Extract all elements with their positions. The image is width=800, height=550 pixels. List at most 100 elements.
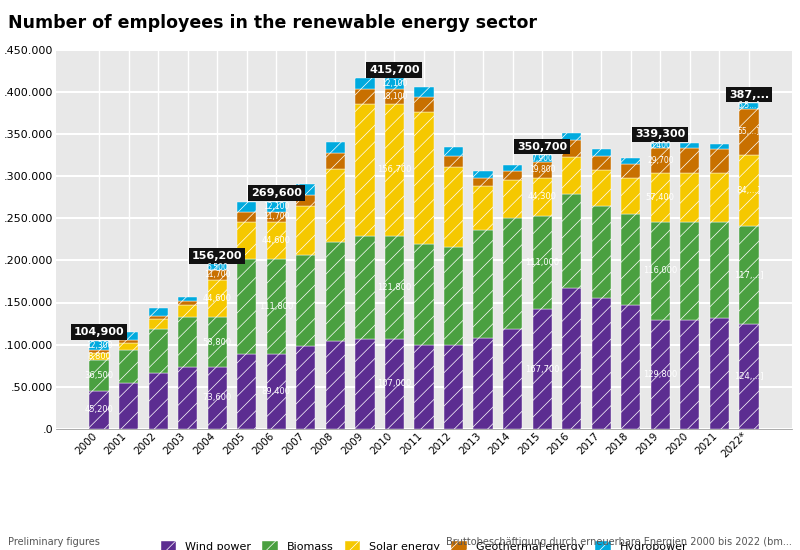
Bar — [266, 354, 286, 429]
Bar — [621, 158, 640, 164]
Bar — [178, 301, 198, 305]
Bar — [414, 97, 434, 112]
Bar — [710, 149, 729, 173]
Text: 387,...: 387,... — [729, 90, 769, 100]
Bar — [680, 320, 699, 429]
Bar — [621, 214, 640, 305]
Bar — [562, 133, 582, 140]
Bar — [178, 367, 198, 429]
Text: Number of employees in the renewable energy sector: Number of employees in the renewable ene… — [8, 14, 537, 32]
Bar — [474, 230, 493, 338]
Bar — [533, 155, 552, 162]
Text: 104,900: 104,900 — [74, 327, 124, 337]
Bar — [208, 367, 227, 429]
Text: 339,300: 339,300 — [635, 129, 686, 140]
Bar — [533, 178, 552, 216]
Bar — [680, 222, 699, 320]
Bar — [592, 298, 611, 429]
Bar — [680, 148, 699, 173]
Text: 55,...]: 55,...] — [738, 127, 760, 136]
Bar — [562, 140, 582, 157]
Bar — [355, 89, 374, 104]
Bar — [710, 318, 729, 429]
Bar — [355, 104, 374, 236]
Bar — [650, 222, 670, 320]
Bar — [385, 339, 404, 429]
Bar — [208, 317, 227, 367]
Bar — [739, 103, 758, 108]
Bar — [710, 222, 729, 318]
Text: 8,800: 8,800 — [87, 352, 111, 361]
Bar — [296, 255, 315, 346]
Bar — [296, 346, 315, 429]
Bar — [562, 157, 582, 194]
Bar — [90, 391, 109, 429]
Text: 107,000: 107,000 — [378, 379, 411, 388]
Bar — [503, 180, 522, 218]
Text: 12,100: 12,100 — [382, 79, 408, 88]
Bar — [503, 164, 522, 171]
Text: 44,300: 44,300 — [528, 192, 557, 201]
Bar — [444, 147, 463, 156]
Bar — [326, 142, 345, 153]
Text: Bruttobeschäftigung durch erneuerbare Energien 2000 bis 2022 (bm...: Bruttobeschäftigung durch erneuerbare En… — [446, 537, 792, 547]
Text: 6,400: 6,400 — [650, 141, 671, 150]
Bar — [178, 317, 198, 367]
Bar — [592, 150, 611, 156]
Bar — [650, 173, 670, 222]
Bar — [208, 265, 227, 270]
Text: 156,700: 156,700 — [378, 166, 412, 174]
Bar — [355, 79, 374, 89]
Bar — [503, 218, 522, 329]
Bar — [739, 155, 758, 226]
Text: 121,800: 121,800 — [378, 283, 411, 292]
Bar — [739, 226, 758, 324]
Text: 89,400: 89,400 — [262, 387, 290, 396]
Bar — [444, 156, 463, 167]
Text: 111,800: 111,800 — [259, 302, 294, 311]
Bar — [474, 178, 493, 186]
Bar — [208, 270, 227, 280]
Text: 11,700: 11,700 — [204, 270, 230, 279]
Text: 73,600: 73,600 — [202, 393, 232, 403]
Bar — [621, 164, 640, 178]
Bar — [266, 222, 286, 259]
Bar — [119, 383, 138, 429]
Bar — [119, 332, 138, 340]
Bar — [237, 212, 256, 222]
Text: 415,700: 415,700 — [370, 65, 420, 75]
Text: 44,600: 44,600 — [202, 294, 232, 303]
Bar — [650, 320, 670, 429]
Bar — [90, 350, 109, 353]
Text: 7,900: 7,900 — [531, 154, 553, 163]
Bar — [355, 339, 374, 429]
Bar — [562, 194, 582, 288]
Bar — [208, 280, 227, 317]
Text: 156,200: 156,200 — [192, 251, 242, 261]
Bar — [90, 353, 109, 360]
Bar — [296, 184, 315, 195]
Bar — [119, 340, 138, 343]
Bar — [326, 153, 345, 169]
Bar — [414, 244, 434, 345]
Bar — [149, 308, 168, 316]
Bar — [266, 212, 286, 222]
Bar — [474, 338, 493, 429]
Bar — [266, 259, 286, 354]
Text: 12,300: 12,300 — [86, 340, 112, 350]
Bar — [296, 206, 315, 255]
Bar — [296, 195, 315, 206]
Bar — [621, 305, 640, 429]
Text: 84,...]: 84,...] — [737, 186, 761, 195]
Bar — [385, 79, 404, 89]
Bar — [90, 360, 109, 391]
Text: 269,600: 269,600 — [251, 188, 302, 198]
Text: 6,500: 6,500 — [206, 262, 228, 272]
Bar — [444, 345, 463, 429]
Bar — [119, 350, 138, 383]
Bar — [562, 288, 582, 429]
Text: 36,500: 36,500 — [85, 371, 114, 380]
Bar — [503, 329, 522, 429]
Text: 57,400: 57,400 — [646, 193, 675, 202]
Bar — [533, 309, 552, 429]
